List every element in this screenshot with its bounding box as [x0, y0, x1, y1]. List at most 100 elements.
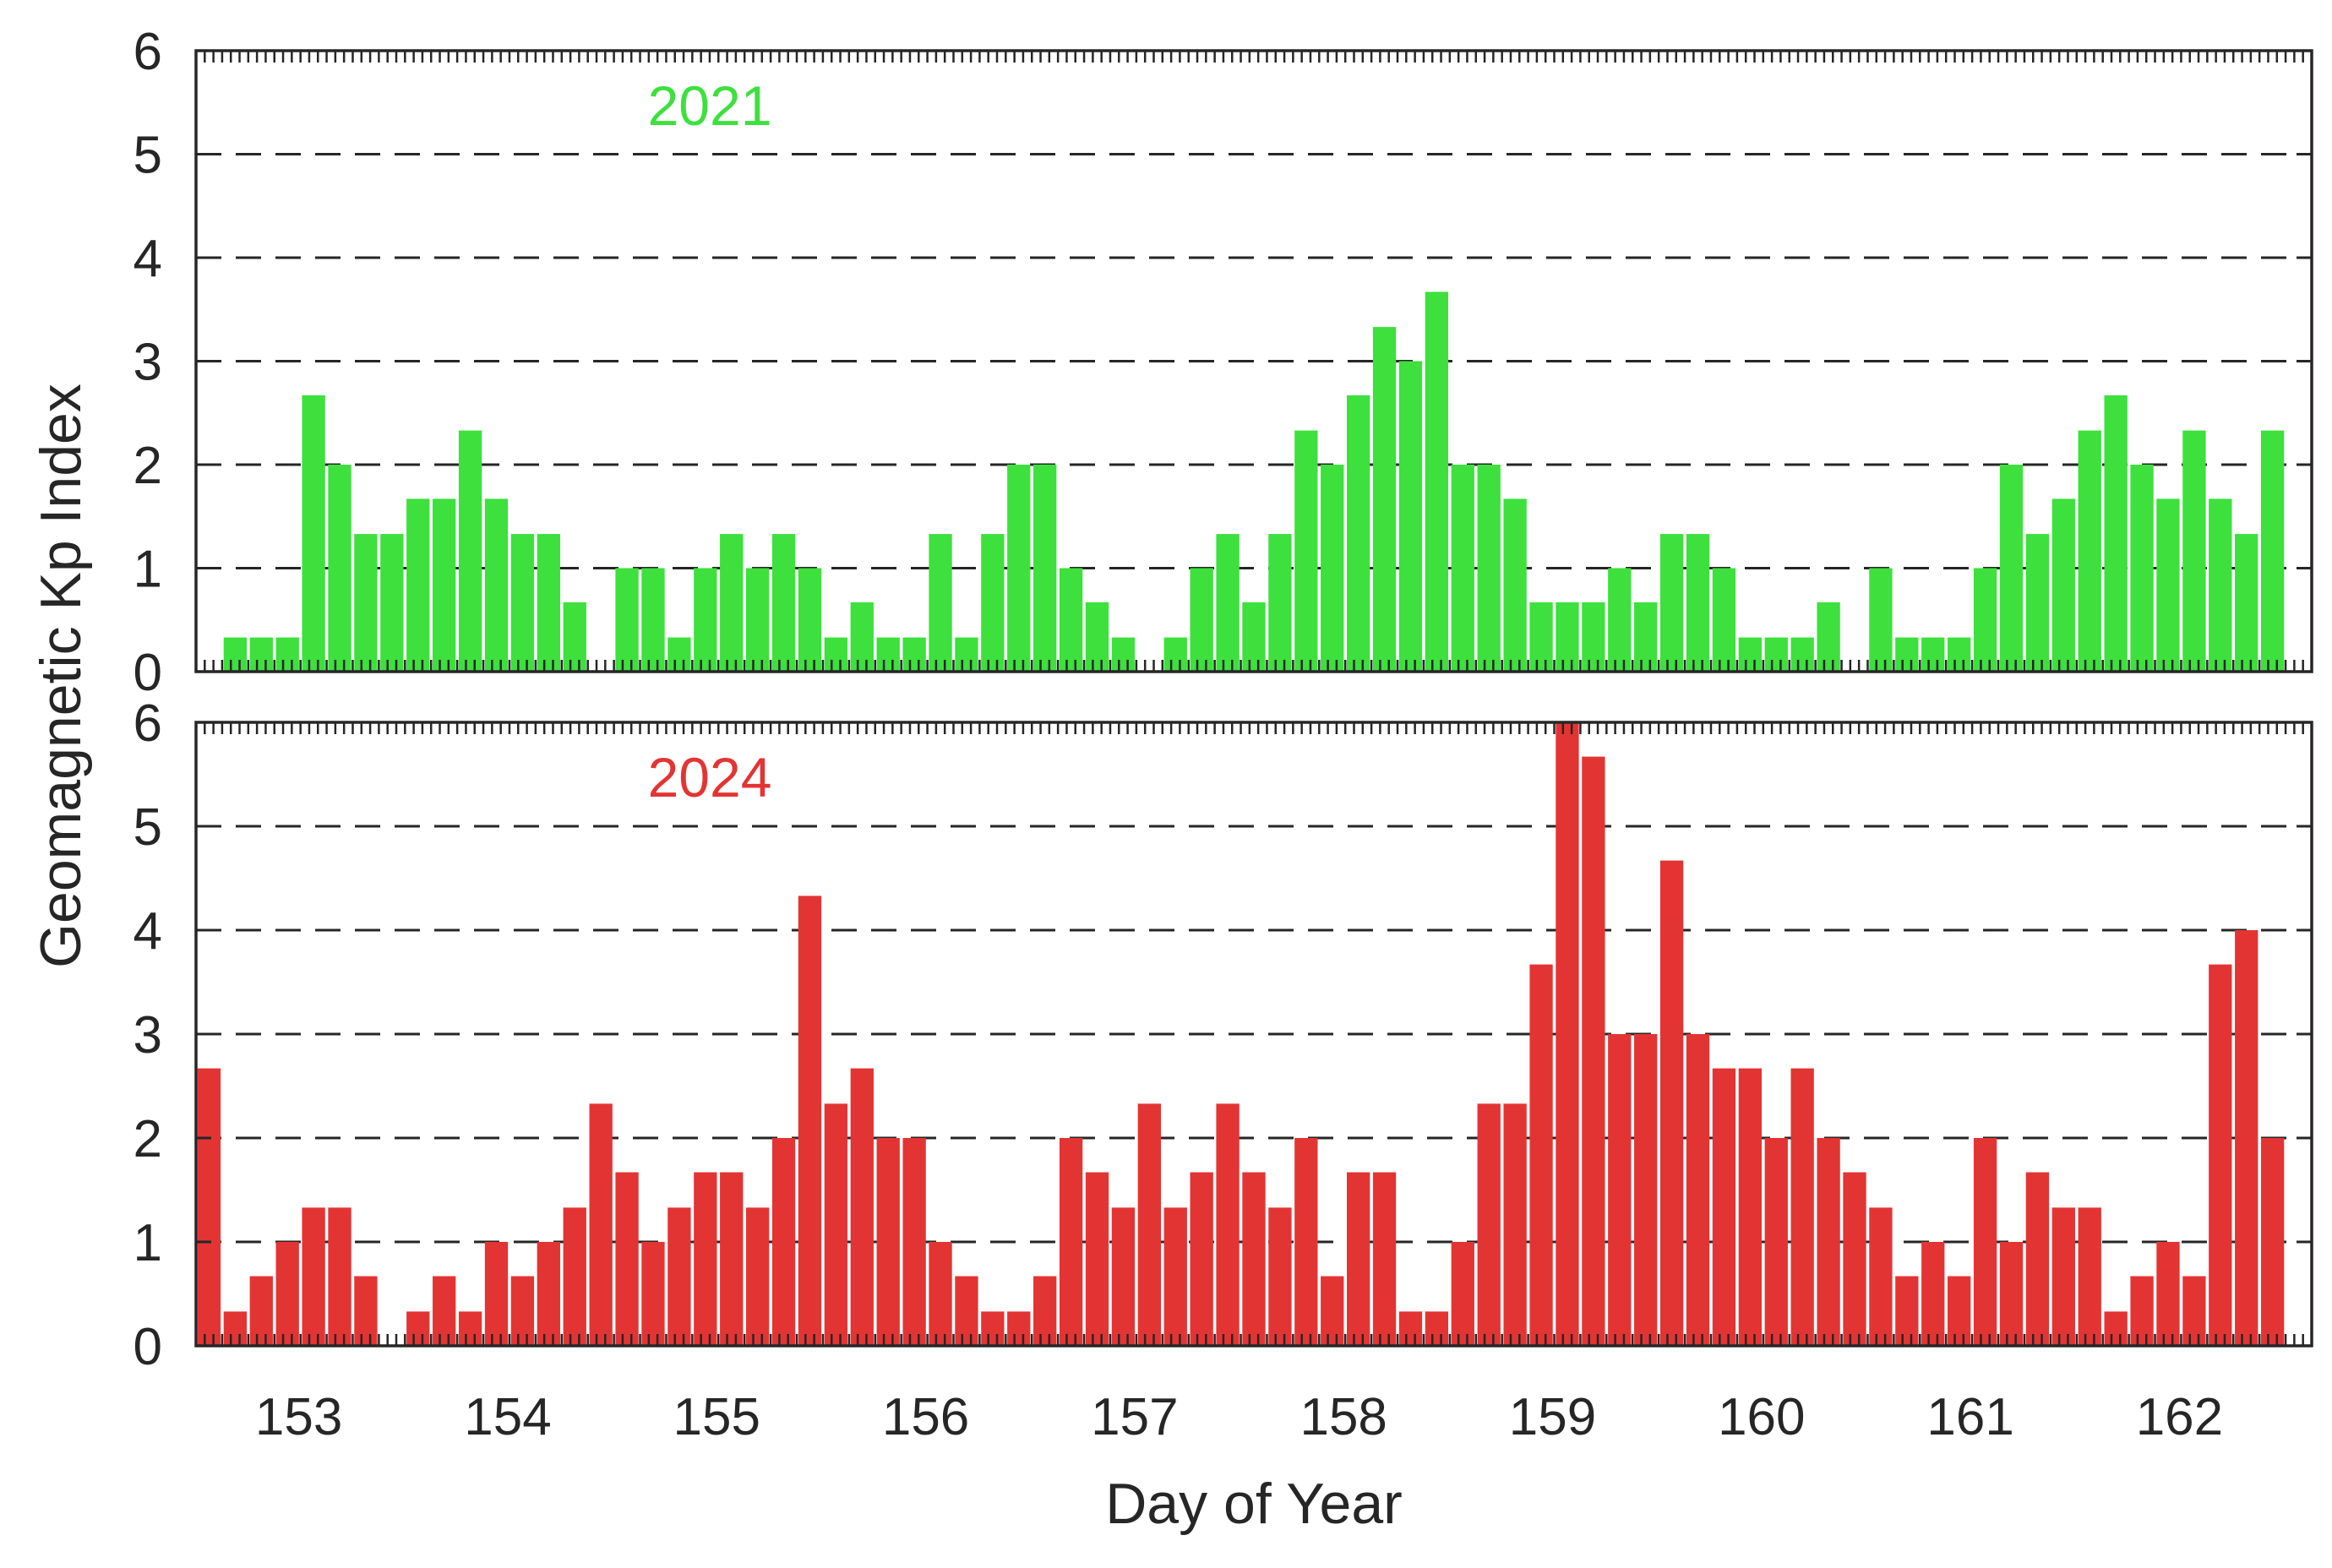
bar	[745, 1207, 770, 1346]
bar	[850, 1068, 874, 1346]
bar	[1843, 1172, 1866, 1346]
bar	[876, 637, 900, 672]
bar	[2078, 1207, 2101, 1346]
bar	[433, 498, 456, 672]
bar	[380, 534, 404, 672]
bar	[1137, 1103, 1162, 1346]
bar	[1059, 1138, 1083, 1346]
x-tick-label: 154	[464, 1388, 551, 1446]
bar	[615, 568, 639, 672]
bar	[876, 1138, 900, 1346]
bar	[1895, 1276, 1919, 1346]
bar	[1921, 1242, 1945, 1346]
bar	[1085, 602, 1109, 672]
x-tick-label: 158	[1299, 1388, 1387, 1446]
y-tick-label: 4	[133, 230, 162, 288]
bar	[1111, 637, 1136, 672]
bar	[1608, 568, 1632, 672]
bar	[1948, 637, 1971, 672]
bar	[2260, 430, 2285, 672]
y-tick-label: 4	[133, 902, 162, 961]
bar	[1556, 602, 1579, 672]
panel-2021: 0 1 2 3 4 5 6 2021	[133, 23, 2313, 702]
bar	[406, 1311, 430, 1346]
bar	[302, 1207, 325, 1346]
bar	[2235, 930, 2258, 1346]
bar	[1712, 568, 1736, 672]
bar	[1817, 1138, 1840, 1346]
bar	[1007, 1311, 1031, 1346]
bar	[328, 465, 351, 672]
bar	[824, 637, 848, 672]
bar	[1190, 568, 1213, 672]
bar	[1242, 1172, 1266, 1346]
bar	[2051, 498, 2075, 672]
bar	[2260, 1138, 2285, 1346]
bar	[563, 1207, 586, 1346]
bar	[1948, 1276, 1971, 1346]
bar	[1268, 534, 1292, 672]
bar	[1007, 465, 1031, 672]
bar	[223, 1311, 248, 1346]
bar	[955, 1276, 978, 1346]
bar	[850, 602, 874, 672]
bar	[302, 395, 325, 672]
bar	[1425, 291, 1449, 672]
bar	[1346, 395, 1370, 672]
bar	[1973, 568, 1997, 672]
y-tick-label: 1	[133, 541, 162, 599]
y-tick-label: 0	[133, 644, 162, 702]
bar	[1268, 1207, 1292, 1346]
bar	[537, 1242, 560, 1346]
bar	[1503, 498, 1527, 672]
bar	[484, 1242, 509, 1346]
bar	[929, 534, 952, 672]
bar	[771, 1138, 796, 1346]
y-tick-label: 5	[133, 127, 162, 185]
bar	[1764, 1138, 1788, 1346]
y-tick-label: 1	[133, 1214, 162, 1272]
bar	[275, 637, 299, 672]
bar	[2130, 465, 2154, 672]
bar	[694, 568, 717, 672]
bar	[1346, 1172, 1370, 1346]
x-tick-label: 159	[1509, 1388, 1596, 1446]
bar	[484, 498, 509, 672]
bar	[1242, 602, 1266, 672]
bar	[2025, 1172, 2050, 1346]
bar	[2209, 498, 2232, 672]
bar	[1764, 637, 1788, 672]
bar	[563, 602, 586, 672]
bar	[1372, 1172, 1397, 1346]
bar	[1372, 327, 1397, 672]
bar	[2078, 430, 2101, 672]
bar	[641, 568, 665, 672]
bar	[2104, 395, 2128, 672]
bar	[275, 1242, 299, 1346]
y-tick-label: 2	[133, 437, 162, 495]
bar	[798, 896, 822, 1346]
y-tick-label: 6	[133, 23, 162, 81]
bar	[1451, 1242, 1474, 1346]
bar	[1686, 1034, 1710, 1346]
y-tick-label: 3	[133, 1006, 162, 1064]
y-tick-label: 5	[133, 798, 162, 857]
bar	[197, 1068, 221, 1346]
bar	[2025, 534, 2050, 672]
bar	[1869, 568, 1893, 672]
bar	[1659, 534, 1684, 672]
bar	[1451, 465, 1474, 672]
bar	[328, 1207, 351, 1346]
bar	[249, 1276, 273, 1346]
bar	[2051, 1207, 2075, 1346]
bar	[1033, 465, 1057, 672]
bar	[2156, 498, 2180, 672]
bar	[929, 1242, 952, 1346]
bar	[798, 568, 822, 672]
bar	[902, 1138, 926, 1346]
bar	[1634, 1034, 1658, 1346]
bar	[1556, 722, 1579, 1346]
y-tick-label: 2	[133, 1110, 162, 1168]
x-axis-title: Day of Year	[1105, 1472, 1403, 1536]
